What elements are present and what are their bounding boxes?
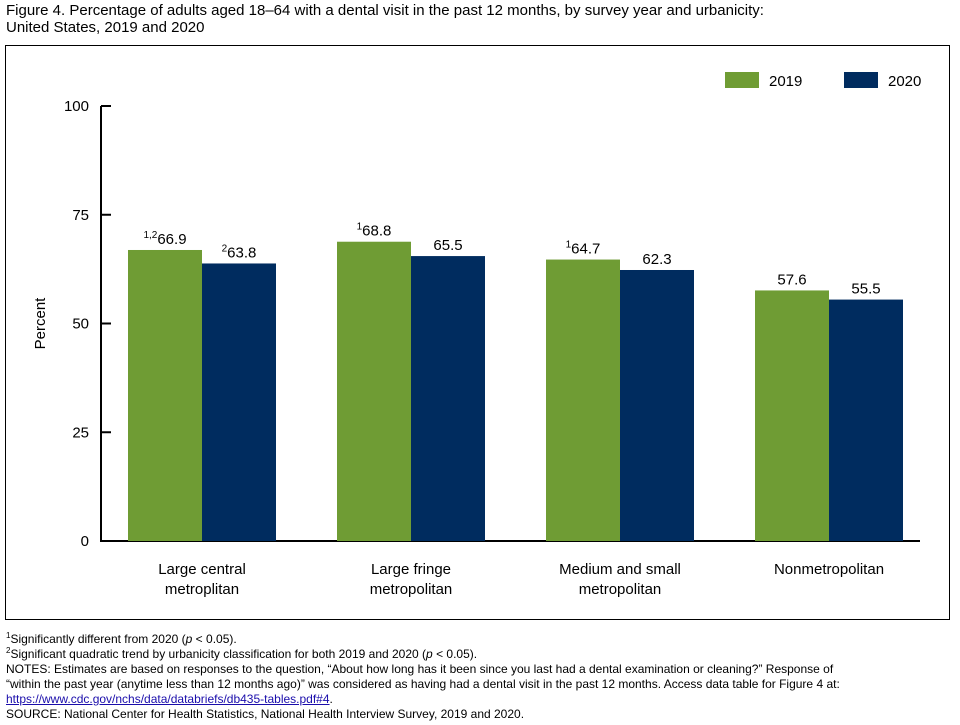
value-label-2020-1: 65.5 [433, 237, 462, 254]
footnote-1: 1Significantly different from 2020 (p < … [6, 632, 954, 647]
bar-2020-3 [829, 299, 903, 541]
footnote-2-tail: < 0.05). [432, 647, 478, 661]
y-axis-label: Percent [32, 297, 49, 350]
bar-2020-1 [411, 256, 485, 541]
value-label-2019-2: 164.7 [566, 240, 601, 258]
value-label-superscript: 2 [222, 243, 228, 254]
value-label-2020-2: 62.3 [642, 251, 671, 268]
value-label-2019-1: 168.8 [357, 222, 392, 240]
footnote-1-text: Significantly different from 2020 ( [10, 632, 186, 646]
category-label-0-line-0: Large central [158, 561, 246, 578]
bar-2019-0 [128, 249, 202, 542]
legend-swatch-2019 [725, 72, 759, 88]
value-label-superscript: 1 [357, 222, 363, 233]
value-label-number: 68.8 [362, 223, 391, 240]
category-label-1-line-1: metropolitan [370, 581, 453, 598]
value-label-number: 64.7 [571, 241, 600, 258]
value-label-2019-0: 1,266.9 [143, 230, 186, 248]
category-label-0-line-1: metroplitan [165, 581, 239, 598]
footnote-1-marker: 1 [6, 631, 11, 640]
notes-line-3: https://www.cdc.gov/nchs/data/databriefs… [6, 692, 954, 707]
footnote-2-p: p [426, 647, 433, 661]
footnotes: 1Significantly different from 2020 (p < … [6, 632, 954, 722]
category-label-3-line-0: Nonmetropolitan [774, 561, 884, 578]
value-label-superscript: 1 [566, 240, 572, 251]
link-tail: . [329, 692, 333, 706]
bar-2020-0 [202, 263, 276, 541]
legend-label-2019: 2019 [769, 73, 802, 90]
data-table-link[interactable]: https://www.cdc.gov/nchs/data/databriefs… [6, 692, 330, 706]
category-label-2-line-0: Medium and small [559, 561, 681, 578]
value-label-number: 63.8 [227, 244, 256, 261]
bar-2020-2 [620, 269, 694, 541]
chart-frame: 0 25 50 75 100 Percent 1,266.9 263.8 Large centr… [5, 45, 950, 620]
bar-2019-2 [546, 259, 620, 541]
y-tick-label-100: 100 [64, 98, 89, 115]
y-tick-label-75: 75 [72, 207, 89, 224]
legend-swatch-2020 [844, 72, 878, 88]
value-label-2020-0: 263.8 [222, 243, 257, 261]
value-label-superscript: 1,2 [143, 230, 157, 241]
category-label-1-line-0: Large fringe [371, 561, 451, 578]
footnote-2-text: Significant quadratic trend by urbanicit… [10, 647, 427, 661]
y-tick-label-0: 0 [81, 533, 89, 550]
notes-line-2: “within the past year (anytime less than… [6, 677, 840, 691]
figure-title: Figure 4. Percentage of adults aged 18–6… [6, 2, 951, 36]
figure-title-line-2: United States, 2019 and 2020 [6, 19, 205, 36]
figure-title-line-1: Figure 4. Percentage of adults aged 18–6… [6, 2, 764, 19]
footnote-1-tail: < 0.05). [192, 632, 237, 646]
y-tick-label-25: 25 [72, 424, 89, 441]
bar-2019-1 [337, 241, 411, 541]
legend-label-2020: 2020 [888, 73, 921, 90]
category-label-2-line-1: metropolitan [579, 581, 662, 598]
bar-chart: 0 25 50 75 100 Percent 1,266.9 263.8 Large centr… [32, 72, 921, 598]
y-tick-label-50: 50 [72, 316, 89, 333]
notes-line-1: NOTES: Estimates are based on responses … [6, 662, 834, 676]
source-line: SOURCE: National Center for Health Stati… [6, 707, 525, 721]
footnote-2-marker: 2 [6, 646, 11, 655]
value-label-2019-3: 57.6 [777, 271, 806, 288]
footnote-2: 2Significant quadratic trend by urbanici… [6, 647, 954, 662]
bar-2019-3 [755, 290, 829, 541]
footnote-1-p: p [185, 632, 193, 646]
value-label-2020-3: 55.5 [851, 281, 880, 298]
value-label-number: 66.9 [157, 231, 186, 248]
